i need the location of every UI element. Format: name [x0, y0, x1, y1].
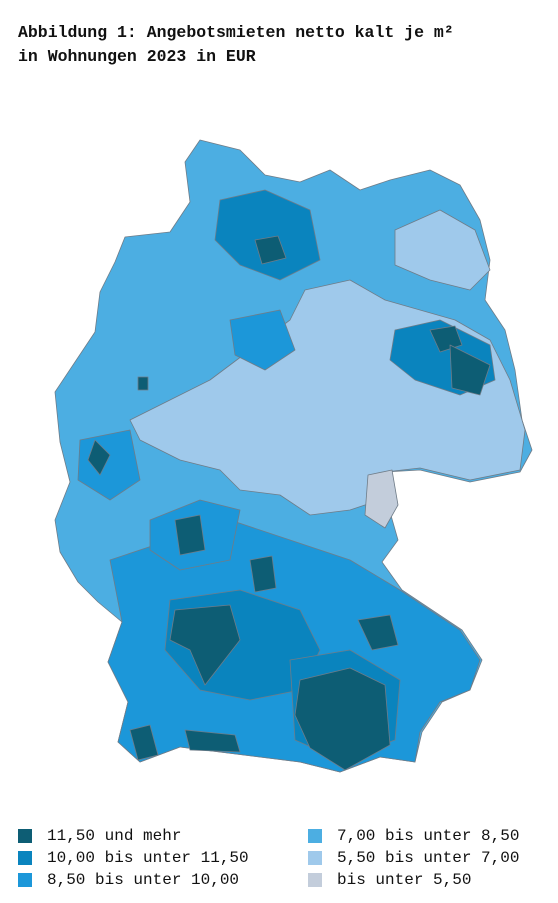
- region: [449, 344, 491, 396]
- legend-label: 5,50 bis unter 7,00: [337, 849, 519, 867]
- map: [54, 139, 533, 773]
- region: [249, 555, 277, 593]
- region: [294, 667, 391, 771]
- region: [229, 309, 296, 371]
- legend-label: bis unter 5,50: [337, 871, 471, 889]
- region: [184, 729, 241, 753]
- region: [429, 325, 463, 353]
- legend-swatch: [308, 851, 322, 865]
- region: [169, 604, 241, 686]
- region: [357, 614, 399, 651]
- region: [254, 235, 287, 265]
- legend-label: 11,50 und mehr: [47, 827, 181, 845]
- legend-label: 7,00 bis unter 8,50: [337, 827, 519, 845]
- title-line: in Wohnungen 2023 in EUR: [18, 47, 256, 66]
- legend-swatch: [18, 873, 32, 887]
- region: [394, 209, 491, 291]
- legend-label: 8,50 bis unter 10,00: [47, 871, 239, 889]
- region: [87, 439, 111, 476]
- region: [214, 189, 321, 281]
- title-line: Abbildung 1: Angebotsmieten netto kalt j…: [18, 23, 454, 42]
- legend-swatch: [18, 851, 32, 865]
- legend-swatch: [308, 829, 322, 843]
- region: [137, 376, 149, 391]
- legend-swatch: [308, 873, 322, 887]
- region: [174, 514, 206, 556]
- legend-label: 10,00 bis unter 11,50: [47, 849, 249, 867]
- region: [129, 724, 159, 761]
- legend: 11,50 und mehr 10,00 bis unter 11,50 8,50 …: [18, 827, 519, 889]
- region: [364, 469, 399, 529]
- legend-swatch: [18, 829, 32, 843]
